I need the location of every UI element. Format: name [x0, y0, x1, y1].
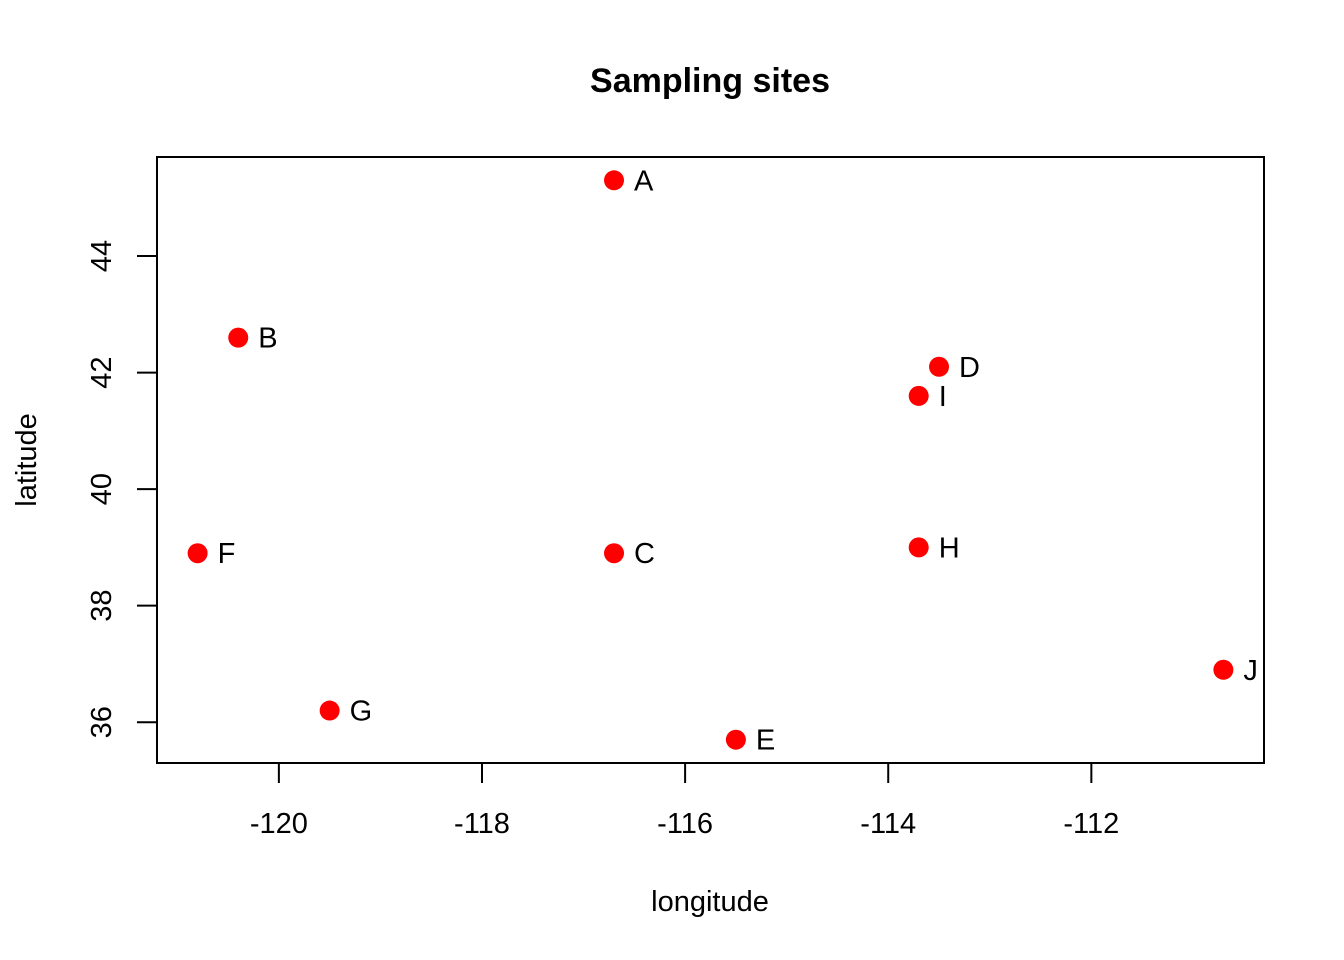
y-tick-label: 44 [86, 240, 118, 272]
x-tick-label: -120 [250, 808, 308, 840]
data-point [908, 385, 929, 406]
data-points: A B C D E F G H I J [187, 165, 1258, 757]
data-point [228, 327, 249, 348]
point-label: A [634, 165, 654, 197]
y-axis-label: latitude [11, 413, 43, 507]
chart-title: Sampling sites [590, 62, 830, 100]
x-tick-label: -116 [657, 808, 713, 840]
y-tick-label: 38 [86, 590, 118, 622]
point-label: F [218, 538, 236, 570]
point-label: H [939, 532, 960, 564]
data-point [1213, 659, 1234, 680]
x-tick-label: -114 [860, 808, 916, 840]
plot-frame [156, 156, 1265, 764]
x-axis: -120 -118 -116 -114 -112 [250, 762, 1119, 840]
y-tick-label: 36 [86, 706, 118, 738]
point-label: J [1243, 655, 1258, 687]
data-point [725, 729, 746, 750]
data-point [929, 356, 950, 377]
point-label: B [258, 323, 277, 355]
data-point [604, 543, 625, 564]
x-tick-label: -112 [1063, 808, 1119, 840]
x-tick-label: -118 [454, 808, 510, 840]
data-point [604, 170, 625, 191]
x-axis-label: longitude [651, 886, 769, 918]
y-tick-label: 42 [86, 356, 118, 388]
point-label: D [959, 352, 980, 384]
point-label: I [939, 381, 947, 413]
point-label: G [350, 696, 373, 728]
point-label: C [634, 538, 655, 570]
data-point [908, 537, 929, 558]
y-axis: 36 38 40 42 44 [86, 240, 158, 738]
data-point [187, 543, 208, 564]
point-label: E [756, 725, 775, 757]
data-point [319, 700, 340, 721]
y-tick-label: 40 [86, 473, 118, 505]
